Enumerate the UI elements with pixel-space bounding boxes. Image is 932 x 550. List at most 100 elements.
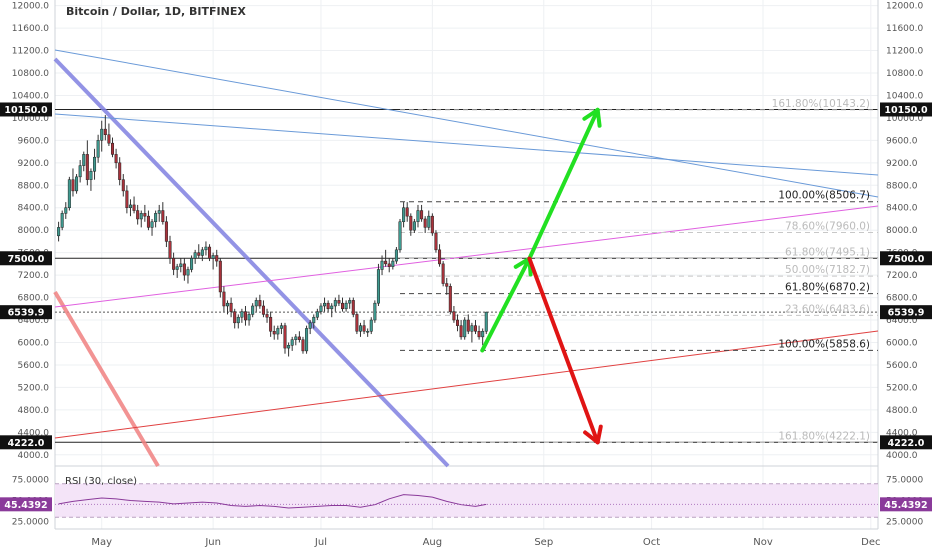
candle-body — [272, 331, 276, 335]
y-tick-label-left: 5600.0 — [18, 361, 50, 371]
candle-body — [64, 207, 68, 214]
candle-body — [312, 316, 316, 324]
candle-body — [93, 156, 97, 172]
candle-body — [114, 154, 118, 164]
candle-body — [136, 210, 140, 220]
candle-body — [128, 204, 132, 208]
y-tick-label-left: 11600.0 — [12, 24, 49, 34]
price-badge-left-text: 6539.9 — [8, 308, 45, 319]
y-tick-label-left: 8800.0 — [18, 181, 50, 191]
candle-body — [420, 210, 424, 220]
candle-body — [438, 249, 442, 265]
y-tick-label-right: 10400.0 — [886, 91, 923, 101]
green-up-arrow-1-shaft — [480, 256, 532, 353]
chart-title: Bitcoin / Dollar, 1D, BITFINEX — [66, 5, 246, 18]
price-badge-left — [0, 305, 52, 320]
red-down-arrow-head — [583, 430, 600, 445]
candle-body — [193, 252, 197, 259]
rsi-tick-right: 75.0000 — [886, 476, 923, 486]
candle-body — [387, 263, 391, 267]
candle-body — [384, 260, 388, 265]
candle-body — [441, 263, 445, 284]
candle-body — [164, 221, 168, 242]
candle-body — [258, 300, 262, 307]
x-tick-label: Sep — [534, 537, 553, 548]
rsi-band — [55, 483, 878, 518]
y-tick-label-left: 11200.0 — [12, 47, 49, 57]
fib-level-label: 61.80%(6870.2) — [785, 282, 870, 294]
candle-body — [448, 286, 452, 312]
y-tick-label-right: 4400.0 — [886, 428, 918, 438]
rsi-title: RSI (30, close) — [65, 476, 137, 487]
candle-body — [265, 314, 269, 318]
candle-body — [405, 207, 409, 217]
candle-body — [391, 260, 395, 267]
candle-body — [236, 316, 240, 324]
candle-body — [197, 252, 201, 256]
y-tick-label-left: 9200.0 — [18, 159, 50, 169]
candle-body — [326, 302, 330, 310]
y-tick-label-left: 5200.0 — [18, 383, 50, 393]
rsi-badge-right-text: 45.4392 — [884, 500, 927, 511]
y-tick-label-right: 9200.0 — [886, 159, 918, 169]
price-badge-left-text: 4222.0 — [8, 438, 45, 449]
candle-body — [146, 215, 150, 228]
candle-body — [358, 325, 362, 332]
candle-body — [168, 241, 172, 259]
red-down-arrow-shaft — [527, 256, 600, 445]
candle-body — [351, 300, 355, 315]
candle-body — [297, 336, 301, 340]
candle-body — [186, 269, 190, 276]
y-tick-label-left: 4000.0 — [18, 451, 50, 461]
candle-body — [78, 165, 82, 178]
fib-level-label: 161.80%(4222.1) — [778, 430, 870, 442]
y-tick-label-left: 6400.0 — [18, 316, 50, 326]
candle-body — [373, 302, 377, 321]
candle-body — [60, 213, 64, 228]
candle-body — [71, 179, 75, 192]
x-tick-label: Oct — [643, 537, 660, 548]
candle-body — [190, 258, 194, 270]
y-tick-label-left: 10400.0 — [12, 91, 49, 101]
candle-body — [366, 331, 370, 333]
price-badge-right-text: 10150.0 — [884, 105, 928, 116]
x-tick-label: May — [91, 537, 112, 548]
candle-body — [172, 258, 176, 270]
y-tick-label-left: 12000.0 — [12, 2, 49, 12]
y-tick-label-right: 4000.0 — [886, 451, 918, 461]
candle-body — [283, 325, 287, 349]
upper-resistance-line — [54, 49, 879, 198]
blue-downtrend-line — [53, 57, 450, 468]
y-tick-label-left: 6000.0 — [18, 338, 50, 348]
candle-body — [308, 322, 312, 329]
candle-body — [380, 260, 384, 270]
x-tick-label: Jun — [204, 537, 221, 548]
candle-body — [143, 213, 147, 217]
price-badge-right-text: 7500.0 — [888, 254, 925, 265]
magenta-trend-line — [54, 205, 879, 308]
candle-body — [369, 319, 373, 332]
descending-channel-line — [54, 113, 879, 176]
price-badge-left-text: 7500.0 — [8, 254, 45, 265]
candle-body — [452, 311, 456, 321]
green-up-arrow-2-head — [582, 107, 600, 121]
candle-body — [233, 311, 237, 324]
candle-body — [484, 311, 488, 332]
candle-body — [125, 190, 129, 208]
y-tick-label-right: 11200.0 — [886, 47, 923, 57]
candle-body — [215, 255, 219, 262]
candle-body — [89, 170, 93, 180]
candle-body — [301, 339, 305, 352]
y-tick-label-right: 11600.0 — [886, 24, 923, 34]
candle-body — [150, 221, 154, 228]
candle-body — [402, 207, 406, 223]
price-badge-right-text: 4222.0 — [888, 438, 925, 449]
y-tick-label-right: 4800.0 — [886, 406, 918, 416]
candle-body — [466, 319, 470, 332]
green-up-arrow-2-head — [595, 107, 602, 128]
green-up-arrow-2 — [527, 107, 602, 261]
y-tick-label-left: 8400.0 — [18, 204, 50, 214]
candle-body — [121, 179, 125, 192]
red-down-arrow-head — [595, 424, 603, 445]
green-up-arrow-1-head — [513, 256, 532, 269]
